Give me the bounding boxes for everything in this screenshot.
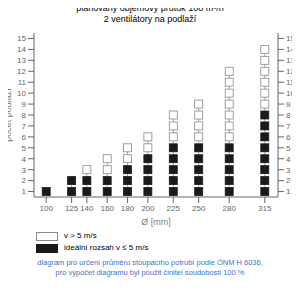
svg-text:8: 8: [22, 111, 27, 120]
svg-text:315: 315: [258, 204, 272, 213]
svg-text:5: 5: [22, 144, 27, 153]
svg-text:počet podlaží: počet podlaží: [8, 88, 13, 142]
svg-text:8: 8: [286, 111, 291, 120]
svg-text:4: 4: [286, 155, 291, 164]
svg-text:4: 4: [22, 155, 27, 164]
svg-text:3: 3: [22, 166, 27, 175]
svg-text:200: 200: [141, 204, 155, 213]
svg-text:12: 12: [17, 67, 26, 76]
svg-text:Ø [mm]: Ø [mm]: [141, 217, 171, 227]
html-text:2 ventilátory na podlaží: 2 ventilátory na podlaží: [103, 14, 197, 24]
svg-text:7: 7: [286, 122, 291, 131]
svg-text:7: 7: [22, 122, 27, 131]
svg-text:12: 12: [286, 67, 292, 76]
svg-text:2: 2: [286, 176, 291, 185]
svg-text:13: 13: [17, 56, 26, 65]
svg-text:9: 9: [22, 100, 27, 109]
html-text:pro výpočet diagramu byl použi: pro výpočet diagramu byl použit činitel …: [55, 268, 245, 277]
svg-text:15: 15: [17, 34, 26, 43]
html-text:diagram pro určení průměru sto: diagram pro určení průměru stoupacího po…: [37, 258, 263, 267]
svg-text:14: 14: [17, 45, 26, 54]
svg-text:10: 10: [286, 89, 292, 98]
svg-text:280: 280: [223, 204, 237, 213]
svg-text:3: 3: [286, 166, 291, 175]
svg-text:2: 2: [22, 176, 27, 185]
html-text:ideální rozsah v ≤ 5 m/s: ideální rozsah v ≤ 5 m/s: [64, 243, 149, 252]
svg-text:11: 11: [286, 78, 292, 87]
svg-text:125: 125: [65, 204, 79, 213]
svg-text:1: 1: [286, 187, 291, 196]
svg-text:15: 15: [286, 34, 292, 43]
svg-text:10: 10: [17, 89, 26, 98]
html-text:v > 5 m/s: v > 5 m/s: [64, 231, 97, 240]
svg-text:11: 11: [18, 78, 27, 87]
svg-text:5: 5: [286, 144, 291, 153]
svg-text:9: 9: [286, 100, 291, 109]
svg-text:1: 1: [22, 187, 27, 196]
svg-text:250: 250: [192, 204, 206, 213]
svg-text:6: 6: [286, 133, 291, 142]
svg-text:180: 180: [121, 204, 135, 213]
svg-text:100: 100: [40, 204, 54, 213]
svg-text:160: 160: [101, 204, 115, 213]
svg-text:140: 140: [80, 204, 94, 213]
svg-text:14: 14: [286, 45, 292, 54]
svg-text:225: 225: [167, 204, 181, 213]
html-text:plánovaný objemový průtok 100: plánovaný objemový průtok 100 m³/h: [76, 3, 224, 13]
svg-text:6: 6: [22, 133, 27, 142]
svg-text:13: 13: [286, 56, 292, 65]
